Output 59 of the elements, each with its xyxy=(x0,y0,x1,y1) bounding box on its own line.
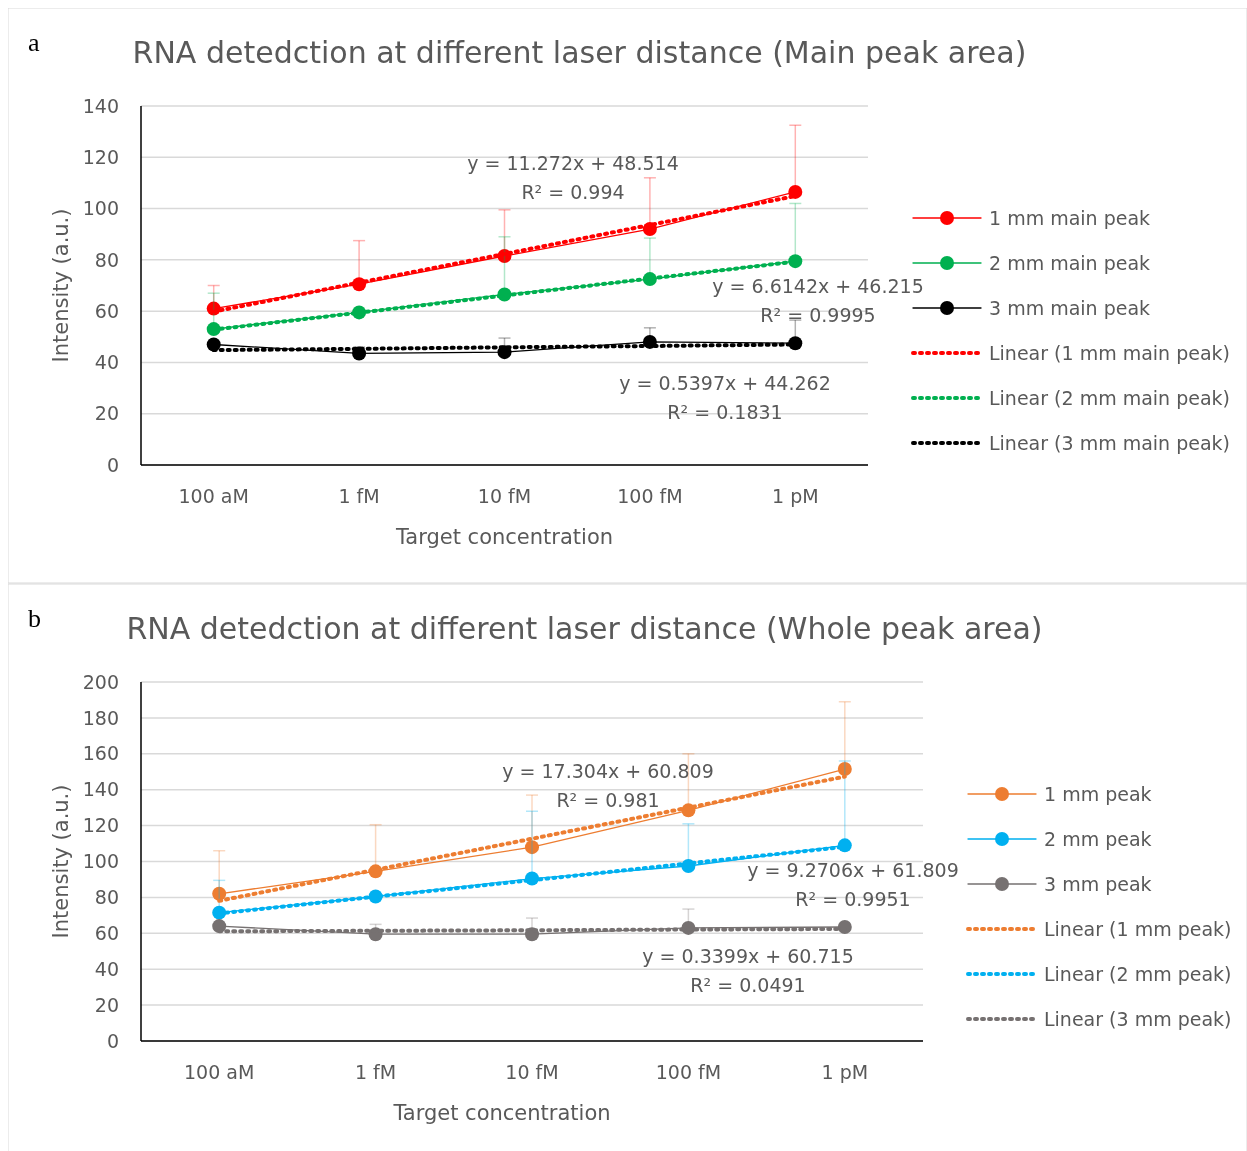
y-tick-label: 120 xyxy=(82,145,119,168)
text: b xyxy=(28,604,41,633)
annotation: y = 0.5397x + 44.262 R² = 0.1831 xyxy=(619,372,831,423)
legend-label: 3 mm peak xyxy=(1044,872,1152,895)
chart-title: RNA detedction at different laser distance (Main peak area) xyxy=(132,35,1027,70)
annotation: y = 11.272x + 48.514 R² = 0.994 xyxy=(467,152,679,203)
point xyxy=(212,886,227,901)
legend-label: Linear (3 mm peak) xyxy=(1044,1007,1232,1030)
legend-label: 1 mm main peak xyxy=(989,206,1151,229)
annotation: y = 9.2706x + 61.809 R² = 0.9951 xyxy=(747,859,959,910)
legend-label: Linear (1 mm main peak) xyxy=(989,341,1231,364)
y-tick-label: 0 xyxy=(106,1029,119,1052)
y-tick-label: 60 xyxy=(94,921,119,944)
y-tick-label: 200 xyxy=(82,670,119,693)
y-axis-title: Intensity (a.u.) xyxy=(49,784,73,939)
x-axis-title: Target concentration xyxy=(392,1101,611,1125)
y-tick-label: 160 xyxy=(82,742,119,765)
legend-label: 3 mm main peak xyxy=(989,296,1151,319)
y-tick-label: 80 xyxy=(94,248,119,271)
x-tick-label: 1 pM xyxy=(821,1061,869,1083)
chart-title: RNA detedction at different laser distance (Whole peak area) xyxy=(126,611,1043,646)
y-tick-label: 40 xyxy=(94,351,119,374)
x-tick-label: 10 fM xyxy=(477,485,532,507)
x-tick-label: 1 pM xyxy=(772,485,819,507)
x-axis-title: Target concentration xyxy=(394,525,614,549)
legend-label: Linear (1 mm peak) xyxy=(1044,917,1232,940)
legend-label: 1 mm peak xyxy=(1044,782,1152,805)
legend-label: Linear (2 mm main peak) xyxy=(989,386,1231,409)
point xyxy=(525,840,539,855)
annotation: y = 0.3399x + 60.715 R² = 0.0491 xyxy=(642,945,854,996)
legend-label: 2 mm main peak xyxy=(989,251,1151,274)
y-tick-label: 100 xyxy=(82,197,119,220)
y-tick-label: 120 xyxy=(82,814,119,837)
y-tick-label: 180 xyxy=(82,706,119,729)
y-tick-label: 0 xyxy=(106,453,119,476)
point xyxy=(837,762,852,777)
x-tick-label: 100 aM xyxy=(178,485,249,507)
x-tick-label: 1 fM xyxy=(354,1061,397,1083)
annotation: y = 6.6142x + 46.215 R² = 0.9995 xyxy=(712,275,924,326)
x-tick-label: 100 fM xyxy=(617,485,683,507)
text: a xyxy=(28,28,40,57)
legend-label: Linear (3 mm main peak) xyxy=(989,431,1231,454)
y-tick-label: 20 xyxy=(94,402,119,425)
y-tick-label: 140 xyxy=(82,94,119,117)
y-tick-label: 60 xyxy=(94,299,119,322)
point xyxy=(788,184,803,199)
y-tick-label: 100 xyxy=(82,850,119,873)
y-tick-label: 140 xyxy=(82,778,119,801)
x-tick-label: 10 fM xyxy=(505,1061,559,1083)
legend-label: 2 mm peak xyxy=(1044,827,1152,850)
x-tick-label: 100 aM xyxy=(184,1061,255,1083)
y-tick-label: 80 xyxy=(94,886,119,909)
annotation: y = 17.304x + 60.809 R² = 0.981 xyxy=(502,760,714,811)
y-tick-label: 20 xyxy=(94,993,119,1016)
y-tick-label: 40 xyxy=(94,957,119,980)
x-tick-label: 100 fM xyxy=(655,1061,722,1083)
y-axis-title: Intensity (a.u.) xyxy=(49,208,73,363)
x-tick-label: 1 fM xyxy=(338,485,380,507)
legend-label: Linear (2 mm peak) xyxy=(1044,962,1232,985)
